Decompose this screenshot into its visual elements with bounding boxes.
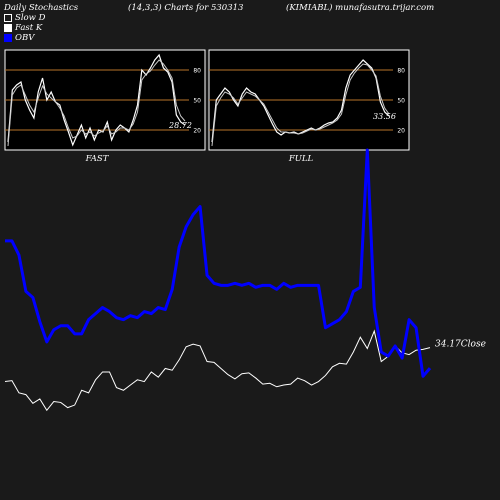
series-line-slow-d [7, 59, 186, 147]
price-obv-panel: 34.17Close [4, 148, 486, 412]
close-value: 34.17 [435, 340, 461, 350]
close-value-label: 34.17Close [435, 340, 486, 350]
close-caption: Close [461, 340, 486, 350]
chart-title: Daily Stochastics [4, 3, 79, 13]
close-price-line [4, 329, 431, 412]
legend-label-fast-k: Fast K [15, 23, 43, 33]
ytick-label-80: 80 [397, 68, 405, 75]
legend-label-slow-d: Slow D [15, 13, 46, 23]
last-value-label: 33.56 [373, 112, 396, 121]
slow-d-swatch [4, 13, 12, 22]
legend-item-slow-d: Slow D [4, 13, 45, 23]
panel-caption: FAST [85, 154, 110, 164]
chart-params: (14,3,3) Charts for 530313 [128, 3, 244, 13]
ytick-label-20: 20 [397, 128, 405, 135]
ytick-label-80: 80 [193, 68, 201, 75]
ytick-label-50: 50 [397, 98, 405, 105]
series-line-slow-d [211, 63, 390, 147]
obv-line [5, 148, 432, 378]
obv-swatch [4, 33, 12, 42]
legend-item-fast-k: Fast K [4, 23, 42, 33]
ytick-label-20: 20 [193, 128, 201, 135]
legend-item-obv: OBV [4, 33, 34, 43]
fast-k-swatch [4, 23, 12, 32]
panel-caption: FULL [288, 154, 314, 164]
legend-label-obv: OBV [15, 33, 35, 43]
last-value-label: 28.72 [168, 121, 192, 130]
ytick-label-50: 50 [193, 98, 201, 105]
chart-source: (KIMIABL) munafasutra.trijar.com [286, 3, 435, 13]
